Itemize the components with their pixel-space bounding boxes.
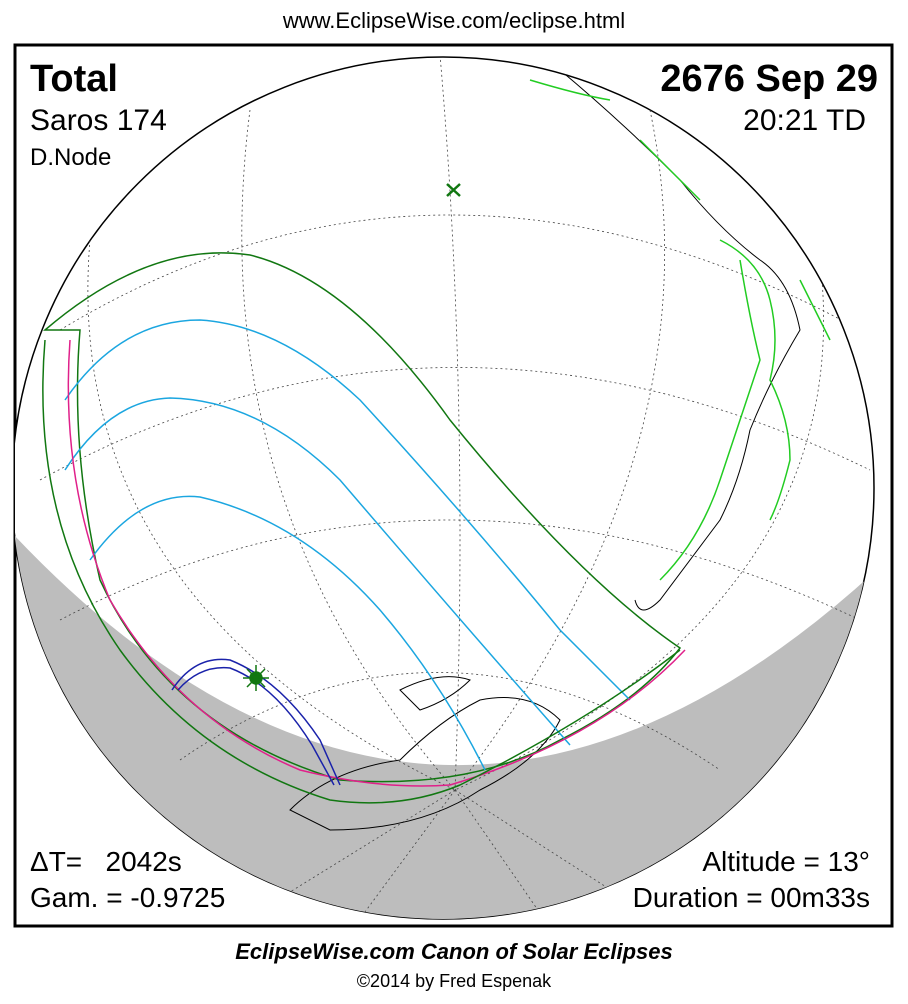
time: 20:21 TD (743, 104, 866, 137)
delta-t: ΔT= 2042s (30, 846, 182, 877)
borders (529, 79, 831, 581)
eclipse-paths (42, 183, 686, 804)
copyright: ©2014 by Fred Espenak (356, 971, 552, 991)
duration: Duration = 00m33s (632, 882, 870, 913)
eclipse-type: Total (30, 58, 118, 100)
url: www.EclipseWise.com/eclipse.html (282, 8, 626, 33)
footer-title: EclipseWise.com Canon of Solar Eclipses (235, 939, 673, 964)
node: D.Node (30, 144, 112, 171)
altitude: Altitude = 13° (702, 846, 870, 877)
graticule (39, 57, 871, 919)
gamma: Gam. = -0.9725 (30, 882, 226, 913)
saros: Saros 174 (30, 104, 167, 137)
date: 2676 Sep 29 (660, 58, 878, 100)
